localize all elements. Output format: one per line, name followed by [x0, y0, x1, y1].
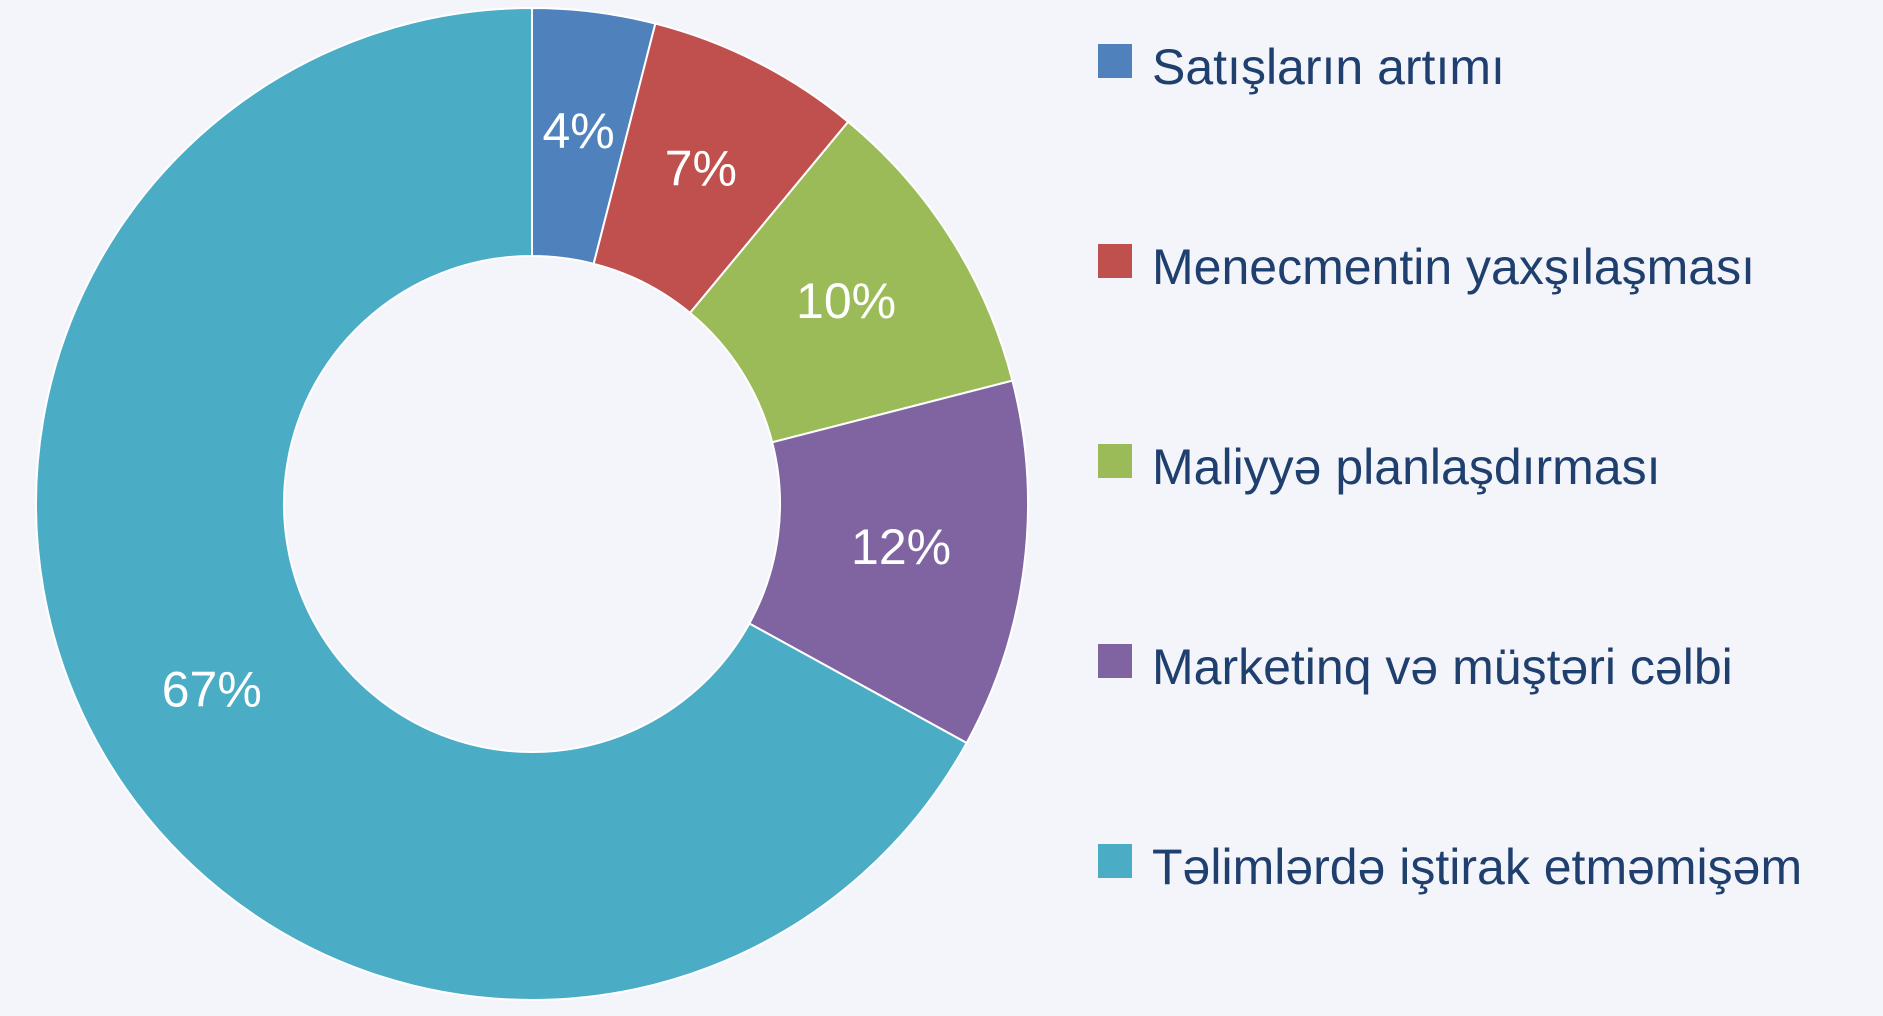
legend-label: Satışların artımı — [1152, 39, 1505, 95]
legend-label: Təlimlərdə iştirak etməmişəm — [1152, 839, 1803, 895]
legend-swatch — [1098, 444, 1132, 478]
legend: Satışların artımı Menecmentin yaxşılaşmas… — [1098, 30, 1878, 1016]
legend-swatch — [1098, 244, 1132, 278]
legend-swatch — [1098, 644, 1132, 678]
donut-segment — [747, 379, 1030, 745]
legend-swatch — [1098, 44, 1132, 78]
legend-item: Marketinq və müştəri cəlbi — [1098, 630, 1878, 830]
legend-label: Maliyyə planlaşdırması — [1152, 439, 1661, 495]
legend-item: Maliyyə planlaşdırması — [1098, 430, 1878, 630]
data-label: 12% — [851, 519, 951, 575]
legend-label: Marketinq və müştəri cəlbi — [1152, 639, 1733, 695]
data-label: 67% — [162, 662, 262, 718]
legend-swatch — [1098, 844, 1132, 878]
data-label: 4% — [542, 103, 614, 159]
donut-segment — [35, 6, 969, 1001]
legend-item: Təlimlərdə iştirak etməmişəm — [1098, 830, 1878, 1016]
legend-item: Menecmentin yaxşılaşması — [1098, 230, 1878, 430]
legend-item: Satışların artımı — [1098, 30, 1878, 230]
data-label: 10% — [796, 273, 896, 329]
donut-segment — [688, 120, 1014, 444]
data-label: 7% — [665, 141, 737, 197]
legend-label: Menecmentin yaxşılaşması — [1152, 239, 1756, 295]
